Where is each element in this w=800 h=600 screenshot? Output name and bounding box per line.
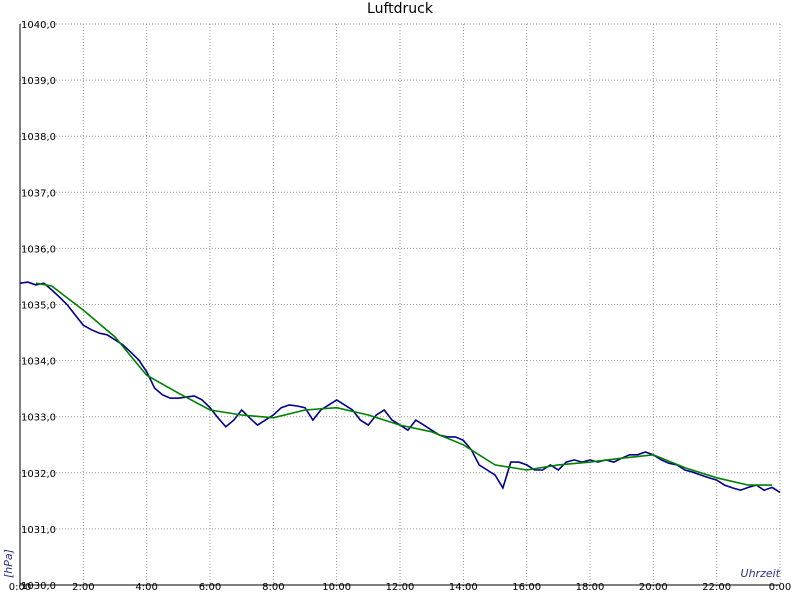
x-tick-label: 0:00: [9, 582, 31, 593]
x-tick-label: 16:00: [512, 582, 541, 593]
x-tick-label: 2:00: [72, 582, 94, 593]
y-tick-label: 1034,0: [21, 357, 56, 368]
x-tick-label: 18:00: [576, 582, 605, 593]
x-tick-label: 22:00: [702, 582, 731, 593]
y-axis-label: [hPa]: [2, 549, 15, 578]
x-tick-label: 14:00: [449, 582, 478, 593]
x-tick-label: 12:00: [386, 582, 415, 593]
y-tick-label: 1036,0: [21, 244, 56, 255]
y-tick-label: 1037,0: [21, 188, 56, 199]
data-line: [35, 282, 773, 486]
x-tick-label: 8:00: [262, 582, 284, 593]
x-tick-label: 0:00: [769, 582, 791, 593]
y-tick-label: 1040,0: [21, 20, 56, 31]
x-tick-label: 20:00: [639, 582, 668, 593]
x-tick-label: 10:00: [322, 582, 351, 593]
y-tick-label: 1030,0: [21, 581, 56, 592]
chart-title: Luftdruck: [367, 1, 434, 17]
x-tick-label: 6:00: [199, 582, 221, 593]
y-tick-label: 1035,0: [21, 301, 56, 312]
y-tick-label: 1039,0: [21, 76, 56, 87]
y-tick-label: 1033,0: [21, 413, 56, 424]
y-tick-label: 1038,0: [21, 132, 56, 143]
x-axis-label: Uhrzeit: [741, 567, 781, 580]
y-tick-label: 1031,0: [21, 525, 56, 536]
x-tick-label: 4:00: [135, 582, 157, 593]
y-tick-label: 1032,0: [21, 469, 56, 480]
